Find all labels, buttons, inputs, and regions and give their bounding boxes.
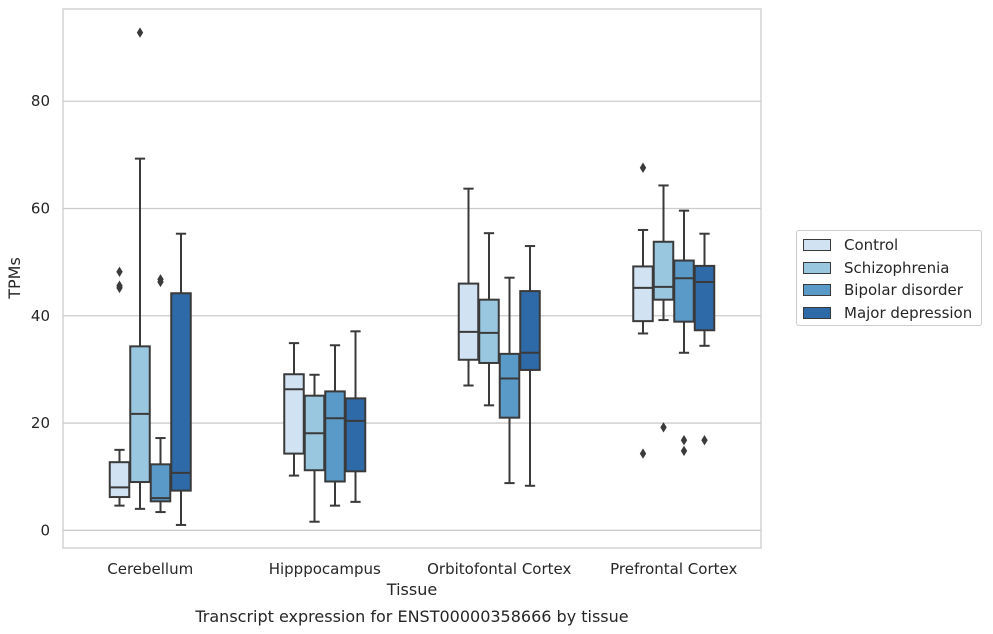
legend-item-major-depression: Major depression <box>803 303 972 323</box>
box-orbitofontal-cortex-schizophrenia <box>478 232 500 407</box>
x-tick-label-prefrontal-cortex: Prefrontal Cortex <box>610 560 737 578</box>
box-iqr <box>478 298 500 364</box>
y-tick-labels: 0 20 40 60 80 <box>31 92 50 539</box>
x-tick-label-cerebellum: Cerebellum <box>107 560 193 578</box>
outlier-point <box>116 280 123 291</box>
box-iqr <box>693 264 716 332</box>
box-iqr <box>344 397 367 473</box>
x-tick-label-orbitofontal-cortex: Orbitofontal Cortex <box>427 560 571 578</box>
legend-label-major-depression: Major depression <box>844 304 973 322</box>
box-iqr <box>632 265 654 323</box>
box-iqr <box>324 390 346 483</box>
boxes <box>108 27 716 526</box>
outlier-point <box>639 162 647 173</box>
box-iqr <box>170 292 192 492</box>
legend-swatch-bipolar-disorder <box>803 284 831 296</box>
outlier-point <box>136 27 144 38</box>
legend-item-schizophrenia: Schizophrenia <box>803 258 949 278</box>
box-iqr <box>149 463 172 503</box>
legend-label-control: Control <box>844 236 899 254</box>
box-prefrontal-cortex-control <box>632 162 654 459</box>
outlier-point <box>660 422 667 433</box>
box-iqr <box>498 352 521 419</box>
legend-swatch-schizophrenia <box>803 262 831 274</box>
legend-swatch-major-depression <box>803 307 831 319</box>
legend-swatch-control <box>803 239 831 251</box>
y-tick-label-60: 60 <box>31 200 50 218</box>
box-cerebellum-schizophrenia <box>129 27 151 510</box>
legend-item-bipolar-disorder: Bipolar disorder <box>803 280 963 300</box>
outlier-point <box>680 445 688 457</box>
x-tick-labels: Cerebellum Hipppocampus Orbitofontal Corte… <box>107 560 737 578</box>
box-orbitofontal-cortex-bipolar-disorder <box>498 276 521 485</box>
y-tick-label-80: 80 <box>31 92 50 110</box>
legend-label-bipolar-disorder: Bipolar disorder <box>844 281 963 299</box>
box-hipppocampus-schizophrenia <box>303 373 326 523</box>
chart-title: Transcript expression for ENST0000035866… <box>194 607 628 626</box>
legend-item-control: Control <box>803 235 898 255</box>
box-iqr <box>652 240 675 301</box>
y-tick-label-0: 0 <box>40 521 50 539</box>
box-cerebellum-bipolar-disorder <box>149 274 172 514</box>
box-orbitofontal-cortex-major-depression <box>519 245 541 487</box>
box-prefrontal-cortex-major-depression <box>693 232 716 446</box>
x-axis-label: Tissue <box>386 580 437 599</box>
outlier-point <box>701 435 708 446</box>
box-hipppocampus-bipolar-disorder <box>324 344 346 507</box>
box-hipppocampus-control <box>283 342 305 477</box>
box-iqr <box>673 259 695 323</box>
plot-frame <box>62 8 762 549</box>
box-iqr <box>283 373 305 455</box>
box-iqr <box>108 461 131 499</box>
box-iqr <box>457 282 480 361</box>
outlier-point <box>157 274 164 285</box>
outlier-point <box>116 266 123 277</box>
y-axis-label: TPMs <box>5 257 24 300</box>
legend: Control Schizophrenia Bipolar disorder M… <box>796 230 982 326</box>
box-cerebellum-major-depression <box>170 232 192 526</box>
x-tick-label-hipppocampus: Hipppocampus <box>269 560 381 578</box>
box-orbitofontal-cortex-control <box>457 187 480 387</box>
box-prefrontal-cortex-bipolar-disorder <box>673 209 695 457</box>
box-hipppocampus-major-depression <box>344 330 367 503</box>
outlier-point <box>639 448 647 459</box>
box-iqr <box>519 290 541 371</box>
legend-label-schizophrenia: Schizophrenia <box>844 259 950 277</box>
y-tick-label-20: 20 <box>31 414 50 432</box>
box-prefrontal-cortex-schizophrenia <box>652 184 675 433</box>
outlier-point <box>680 435 688 446</box>
y-tick-label-40: 40 <box>31 307 50 325</box>
box-cerebellum-control <box>108 266 131 507</box>
